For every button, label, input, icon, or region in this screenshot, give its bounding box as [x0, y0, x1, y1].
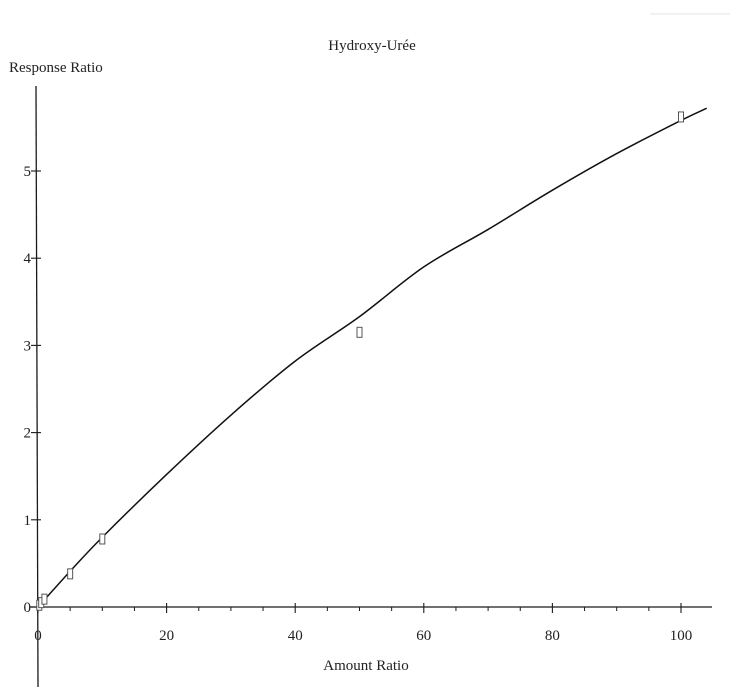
data-point-marker: [99, 533, 106, 545]
y-tick-label: 0: [24, 600, 32, 616]
fit-curve: [37, 107, 708, 608]
data-point-marker: [67, 568, 74, 580]
data-point-marker: [41, 593, 48, 605]
data-point-marker: [678, 111, 684, 123]
x-tick-label: 80: [545, 628, 560, 644]
axes: 0 1 2 3 4 5 0 20 40 60 80 100: [24, 85, 712, 687]
chart-title: Hydroxy-Urée: [328, 38, 416, 54]
y-tick-label: 2: [24, 426, 32, 442]
x-axis-title: Amount Ratio: [323, 658, 408, 674]
data-point-marker: [356, 326, 363, 338]
x-tick-label: 40: [288, 628, 303, 644]
y-tick-label: 1: [24, 513, 32, 529]
x-tick-label: 60: [416, 628, 431, 644]
x-tick-label: 20: [159, 628, 174, 644]
y-tick-label: 3: [24, 338, 32, 354]
y-axis-line: [35, 85, 39, 687]
fit-curve-layer: [37, 107, 708, 608]
y-tick-label: 5: [24, 164, 32, 180]
x-tick-label: 0: [34, 628, 42, 644]
y-tick-label: 4: [24, 251, 32, 267]
data-points-layer: [36, 111, 684, 611]
x-tick-label: 100: [670, 628, 693, 644]
y-axis-title: Response Ratio: [9, 60, 103, 76]
